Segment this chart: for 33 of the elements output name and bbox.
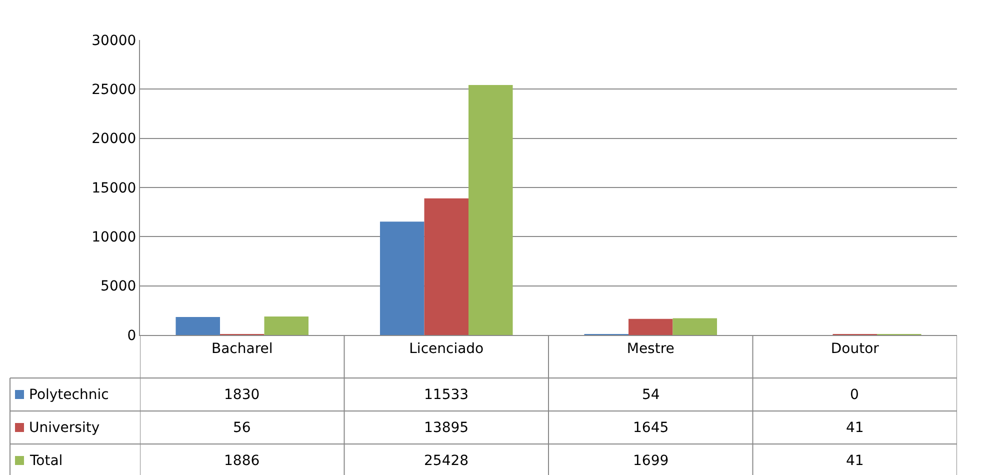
bar <box>424 198 468 335</box>
bar <box>264 316 309 335</box>
legend-label: Total <box>29 453 63 469</box>
data-label: 56 <box>233 420 251 436</box>
data-label: 25428 <box>424 453 469 469</box>
data-label: 0 <box>850 387 859 403</box>
bar <box>672 318 718 335</box>
legend-label: University <box>29 420 100 436</box>
y-tick-label: 25000 <box>92 82 136 98</box>
y-tick-label: 15000 <box>92 180 136 196</box>
bar <box>176 317 220 335</box>
data-label: 41 <box>846 420 864 436</box>
y-tick-label: 5000 <box>100 278 136 295</box>
x-tick-label: Licenciado <box>409 340 484 357</box>
x-tick-label: Bacharel <box>211 340 273 357</box>
x-tick-label: Doutor <box>830 340 880 357</box>
y-tick-label: 20000 <box>92 131 136 148</box>
y-tick-label: 0 <box>127 328 136 344</box>
data-label: 1886 <box>224 453 260 469</box>
bar <box>468 84 513 335</box>
legend-label: Polytechnic <box>29 387 109 403</box>
data-label: 1830 <box>224 387 260 403</box>
data-label: 1699 <box>633 453 669 469</box>
x-tick-label: Mestre <box>626 340 674 357</box>
data-label: 13895 <box>424 420 469 436</box>
bar <box>380 222 424 335</box>
data-label: 41 <box>846 453 864 469</box>
y-tick-label: 30000 <box>92 32 136 49</box>
data-label: 11533 <box>424 387 469 403</box>
y-tick-label: 10000 <box>92 230 136 246</box>
data-label: 1645 <box>633 420 669 436</box>
data-label: 54 <box>642 387 660 403</box>
bar <box>628 318 673 335</box>
